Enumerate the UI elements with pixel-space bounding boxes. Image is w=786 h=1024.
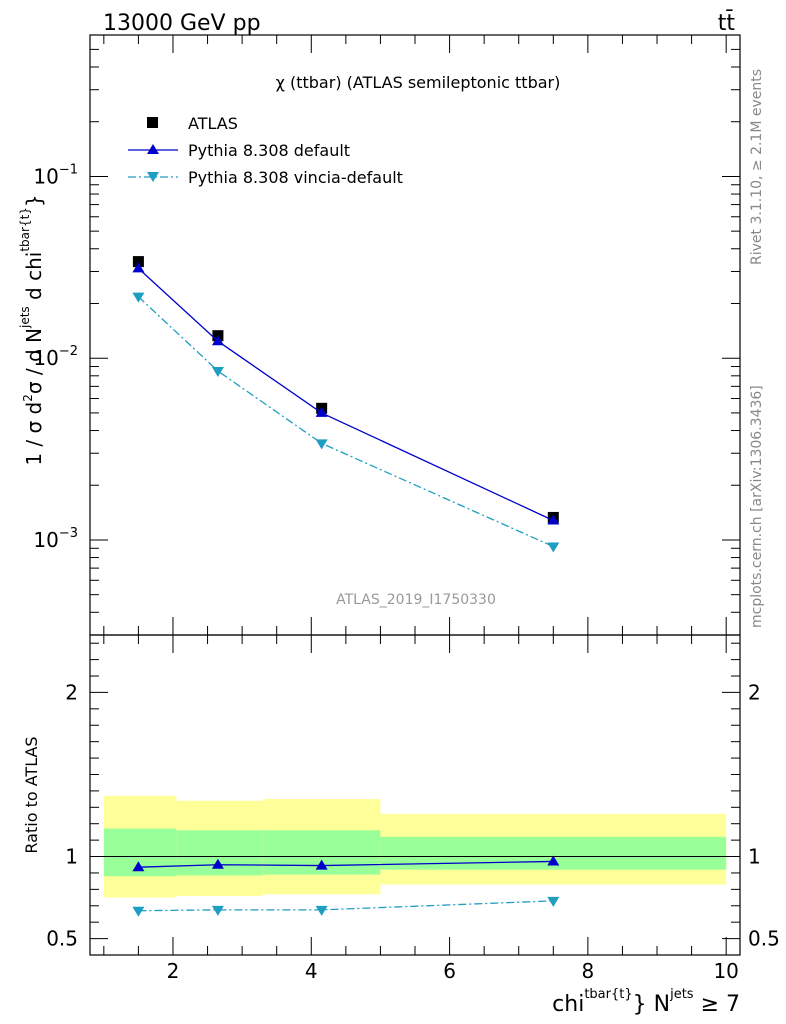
legend-marker-pythia-default — [147, 144, 159, 154]
ratio-pythia-default-point — [547, 855, 560, 866]
mcplots-note: mcplots.cern.ch [arXiv:1306.3436] — [749, 385, 765, 628]
x-tick-label: 8 — [582, 959, 595, 983]
ratio-y-tick-label-right: 0.5 — [748, 927, 780, 951]
ratio-plot-data — [132, 855, 560, 917]
pythia-default-line — [137, 267, 554, 522]
ratio-pythia-default-line — [138, 860, 554, 868]
ratio-y-tick-label-right: 1 — [748, 845, 761, 869]
ratio-pythia-vincia-point — [547, 896, 560, 907]
pythia-vincia-line — [137, 296, 554, 548]
ratio-y-tick-label-right: 2 — [748, 680, 761, 704]
ratio-y-tick-label-left: 0.5 — [46, 927, 78, 951]
main-y-axis-label: 1 / σ d2σ / d Njets d chitbar{t}} — [18, 194, 46, 465]
ratio-pythia-vincia-point — [132, 906, 145, 917]
main-y-axis: 10−1 10−2 10−3 — [33, 35, 740, 636]
pythia-default-point — [547, 514, 560, 525]
y-tick-label: 10−2 — [33, 344, 78, 370]
main-plot-data — [132, 256, 560, 553]
ratio-y-axis-label: Ratio to ATLAS — [22, 736, 41, 853]
ratio-pythia-default-point — [315, 859, 328, 870]
ratio-y-tick-label-left: 1 — [65, 845, 78, 869]
pythia-vincia-point — [132, 292, 145, 303]
pythia-vincia-point — [211, 367, 224, 378]
pythia-default-point — [132, 262, 145, 273]
ratio-y-tick-label-left: 2 — [65, 680, 78, 704]
legend-marker-atlas — [147, 117, 158, 128]
analysis-tag: ATLAS_2019_I1750330 — [336, 592, 496, 608]
y-tick-label: 10−1 — [33, 162, 78, 188]
header-right: tt̄ — [718, 10, 736, 36]
ratio-pythia-default-point — [132, 861, 145, 872]
legend: ATLAS Pythia 8.308 default Pythia 8.308 … — [128, 114, 403, 187]
legend-marker-pythia-vincia — [147, 172, 159, 182]
x-tick-label: 10 — [713, 959, 738, 983]
legend-label-atlas: ATLAS — [188, 114, 238, 133]
ratio-uncertainty-bands — [103, 795, 727, 898]
legend-label-pythia-vincia: Pythia 8.308 vincia-default — [188, 168, 403, 187]
pythia-vincia-point — [315, 439, 328, 450]
pythia-default-point — [211, 335, 224, 346]
ratio-pythia-vincia-line — [138, 900, 554, 912]
ratio-plot-frame — [89, 634, 741, 956]
ratio-pythia-default-point — [211, 858, 224, 869]
ratio-pythia-vincia-point — [211, 905, 224, 916]
legend-label-pythia-default: Pythia 8.308 default — [188, 141, 350, 160]
x-tick-label: 6 — [443, 959, 456, 983]
x-tick-label: 4 — [305, 959, 318, 983]
rivet-version-note: Rivet 3.1.10, ≥ 2.1M events — [749, 69, 765, 265]
chart-title: χ (ttbar) (ATLAS semileptonic ttbar) — [276, 73, 561, 92]
pythia-vincia-point — [547, 542, 560, 553]
x-axis-label: chitbar{t}} Njets ≥ 7 — [552, 987, 740, 1017]
ratio-pythia-vincia-point — [315, 905, 328, 916]
pythia-default-point — [315, 406, 328, 417]
x-tick-label: 2 — [167, 959, 180, 983]
header-left: 13000 GeV pp — [103, 11, 261, 36]
ratio-axes: 0.5 0.5 1 1 2 2 2 4 6 8 10 — [46, 635, 780, 983]
atlas-data-point — [132, 256, 144, 268]
y-tick-label: 10−3 — [33, 526, 78, 552]
